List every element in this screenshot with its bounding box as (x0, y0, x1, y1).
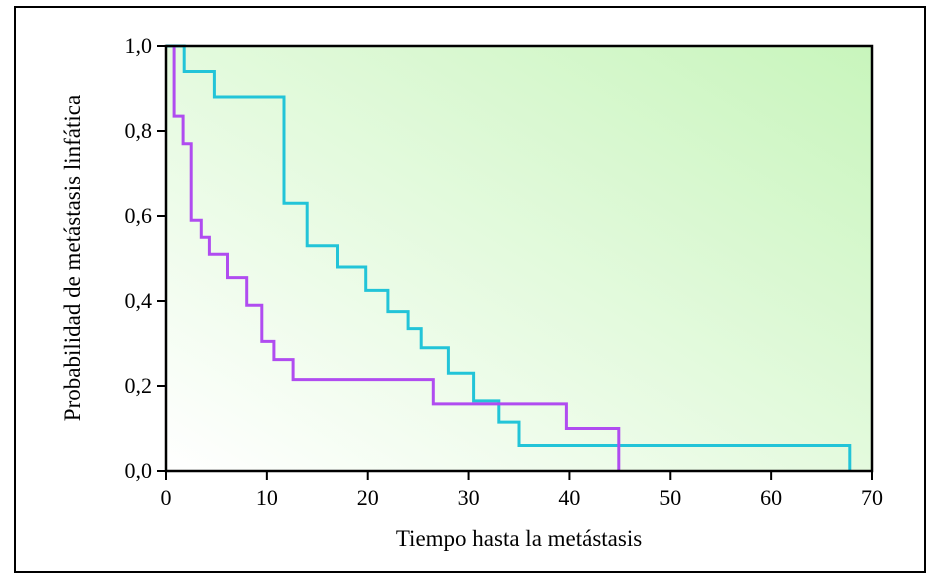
series-line-2 (172, 46, 621, 471)
x-tick-label: 30 (458, 485, 480, 510)
x-tick-label: 60 (760, 485, 782, 510)
x-tick-label: 70 (861, 485, 883, 510)
series-line-1 (166, 44, 852, 471)
plot-border (164, 44, 874, 473)
x-tick-label: 40 (558, 485, 580, 510)
x-axis-title: Tiempo hasta la metástasis (396, 526, 642, 551)
y-axis: 0,0 0,2 0,4 0,6 0,8 1,0 (125, 33, 166, 483)
plot-background (166, 46, 872, 471)
y-tick-label: 0,0 (125, 458, 153, 483)
y-tick-label: 0,8 (125, 118, 153, 143)
y-tick-label: 0,6 (125, 203, 153, 228)
y-tick-label: 0,2 (125, 373, 153, 398)
x-tick-label: 20 (357, 485, 379, 510)
y-axis-title: Probabilidad de metástasis linfática (60, 95, 85, 421)
y-tick-label: 0,4 (125, 288, 153, 313)
y-tick-label: 1,0 (125, 33, 153, 58)
x-axis: 0 10 20 30 40 50 60 70 (161, 471, 883, 510)
x-tick-label: 0 (161, 485, 172, 510)
series-group (166, 44, 852, 471)
x-tick-label: 10 (256, 485, 278, 510)
x-tick-label: 50 (659, 485, 681, 510)
